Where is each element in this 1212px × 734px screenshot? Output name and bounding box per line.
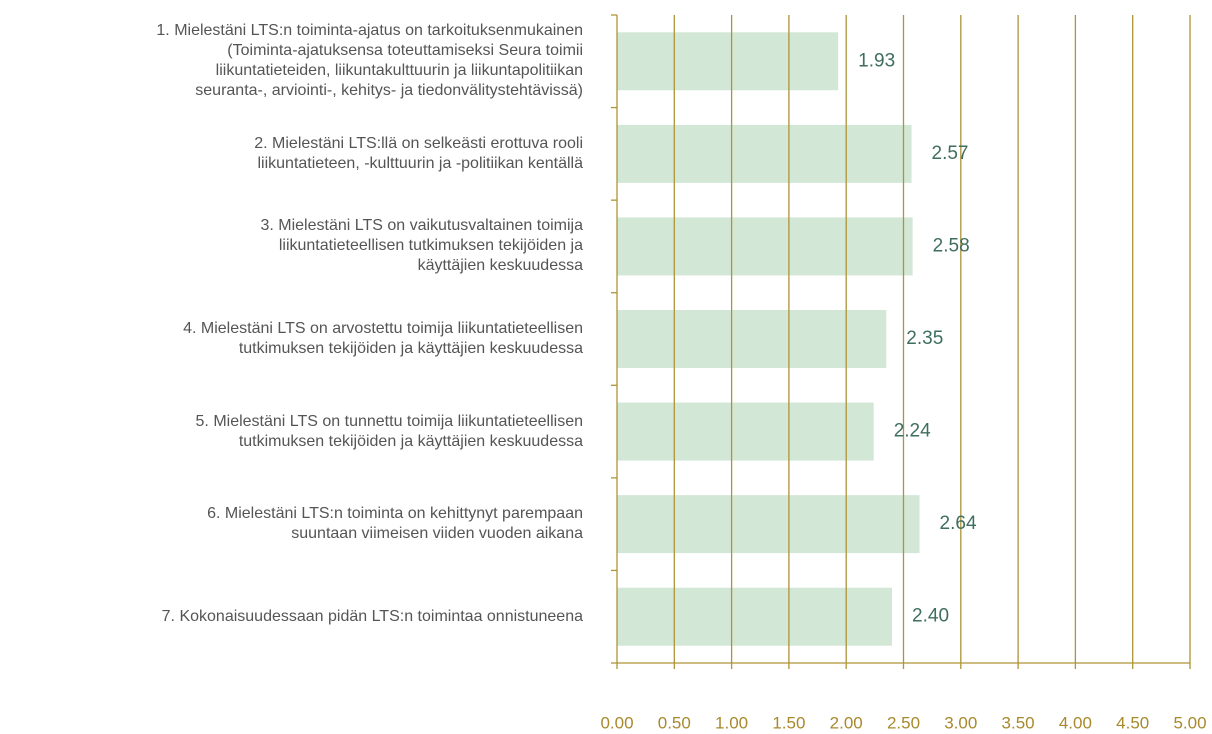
category-label: 6. Mielestäni LTS:n toiminta on kehittyn… [207, 505, 583, 543]
bar [617, 402, 874, 461]
value-label: 2.35 [906, 328, 943, 349]
category-label: 5. Mielestäni LTS on tunnettu toimija li… [195, 412, 583, 450]
bar [617, 217, 913, 276]
x-tick-label: 4.00 [1059, 713, 1092, 732]
category-label: 7. Kokonaisuudessaan pidän LTS:n toimint… [161, 607, 583, 625]
x-tick-label: 1.50 [772, 713, 805, 732]
bar [617, 32, 839, 91]
bar [617, 587, 893, 646]
category-label: 3. Mielestäni LTS on vaikutusvaltainen t… [260, 217, 583, 275]
value-label: 1.93 [858, 50, 895, 71]
value-label: 2.57 [932, 143, 969, 164]
category-label: 1. Mielestäni LTS:n toiminta-ajatus on t… [156, 22, 583, 100]
x-tick-label: 2.50 [887, 713, 920, 732]
x-tick-label: 0.00 [600, 713, 633, 732]
x-tick-label: 0.50 [658, 713, 691, 732]
value-label: 2.58 [933, 235, 970, 256]
x-tick-label: 2.00 [830, 713, 863, 732]
bar [617, 495, 920, 554]
value-label: 2.24 [894, 421, 931, 442]
x-tick-label: 3.00 [944, 713, 977, 732]
x-tick-label: 5.00 [1173, 713, 1206, 732]
x-tick-label: 3.50 [1002, 713, 1035, 732]
x-tick-label: 1.00 [715, 713, 748, 732]
bar [617, 310, 887, 368]
category-label: 2. Mielestäni LTS:llä on selkeästi erott… [254, 134, 583, 172]
value-label: 2.40 [912, 606, 949, 627]
category-label: 4. Mielestäni LTS on arvostettu toimija … [183, 320, 583, 357]
value-label: 2.64 [940, 513, 977, 534]
bar [617, 124, 912, 183]
x-tick-label: 4.50 [1116, 713, 1149, 732]
